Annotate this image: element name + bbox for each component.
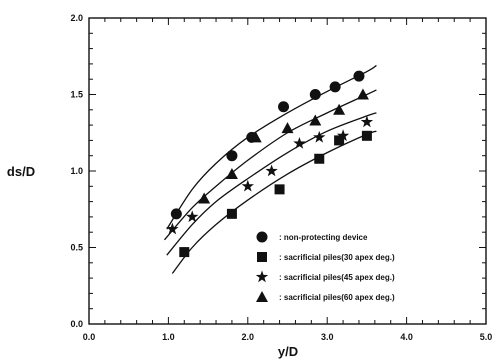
data-point-star <box>293 136 306 149</box>
y-axis-label: ds/D <box>7 164 35 179</box>
data-point-star <box>265 164 278 177</box>
data-point-circle <box>353 70 365 82</box>
axis-tick-labels: 0.0 1.0 2.0 3.0 4.0 5.0 0.0 0.5 1.0 1.5 2.0 <box>70 13 492 342</box>
axis-ticks <box>88 17 487 325</box>
data-point-triangle <box>198 192 211 204</box>
legend-label: : sacrificial piles(30 apex deg.) <box>279 253 395 262</box>
data-point-triangle <box>356 88 369 100</box>
data-point-triangle <box>309 114 322 126</box>
x-tick-label: 0.0 <box>83 332 96 342</box>
data-point-circle <box>226 150 238 162</box>
x-tick-label: 5.0 <box>480 332 493 342</box>
data-point-star <box>241 179 254 192</box>
data-point-star <box>360 115 374 128</box>
data-points <box>166 70 374 258</box>
data-point-star <box>186 210 199 223</box>
fit-curve-star <box>166 112 377 256</box>
x-tick-label: 1.0 <box>162 332 175 342</box>
legend-marker-circle <box>256 231 268 243</box>
x-tick-label: 2.0 <box>242 332 255 342</box>
y-tick-label: 0.0 <box>70 319 83 329</box>
y-tick-label: 0.5 <box>70 243 83 253</box>
data-point-square <box>179 247 190 258</box>
data-point-star <box>313 130 326 143</box>
data-point-circle <box>329 81 341 93</box>
legend-label: : sacrificial piles(45 apex deg.) <box>279 273 395 282</box>
legend-label: : non-protecting device <box>279 233 368 242</box>
x-tick-label: 4.0 <box>400 332 413 342</box>
legend-marker-square <box>257 252 267 262</box>
data-point-square <box>314 153 325 164</box>
legend: : non-protecting device : sacrificial pil… <box>255 231 395 302</box>
y-tick-label: 2.0 <box>70 13 83 23</box>
data-point-star <box>166 222 179 235</box>
data-point-circle <box>170 208 182 220</box>
data-point-square <box>226 208 237 219</box>
data-point-square <box>334 135 345 146</box>
legend-label: : sacrificial piles(60 apex deg.) <box>279 293 395 302</box>
fit-curve-triangle <box>163 89 377 241</box>
legend-marker-star <box>255 270 269 283</box>
data-point-triangle <box>333 103 346 115</box>
fit-curve-circle <box>166 64 377 230</box>
y-tick-label: 1.0 <box>70 166 83 176</box>
data-point-square <box>274 184 285 195</box>
y-tick-label: 1.5 <box>70 90 83 100</box>
data-point-circle <box>278 101 290 113</box>
x-axis-label: y/D <box>278 344 298 359</box>
data-point-square <box>361 130 372 141</box>
data-point-circle <box>309 89 321 100</box>
data-point-star <box>336 129 350 142</box>
legend-marker-triangle <box>256 291 268 302</box>
data-point-triangle <box>249 131 262 143</box>
data-point-triangle <box>225 168 238 180</box>
x-tick-label: 3.0 <box>321 332 334 342</box>
data-point-triangle <box>281 122 294 134</box>
